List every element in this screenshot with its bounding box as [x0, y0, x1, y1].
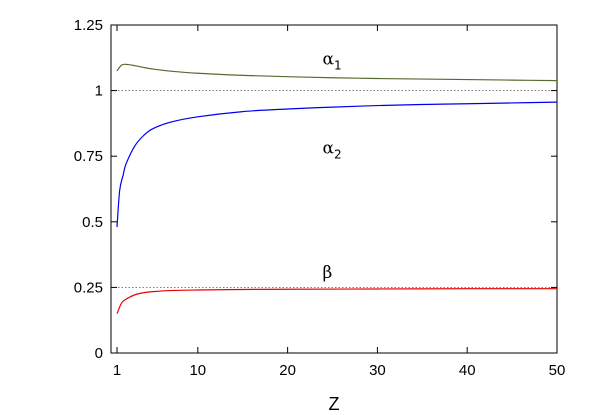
y-tick-label: 0.25	[74, 279, 103, 296]
y-tick-label: 0.75	[74, 148, 103, 165]
reference-lines	[111, 90, 557, 288]
x-tick-label: 10	[189, 362, 206, 379]
x-tick-label: 30	[369, 362, 386, 379]
series-line-1	[116, 63, 558, 82]
x-tick-label: 20	[279, 362, 296, 379]
x-tick-label: 50	[549, 362, 566, 379]
plot-area-frame	[110, 24, 558, 354]
series-label-2: α2	[323, 139, 342, 162]
y-tick-label: 0.5	[82, 214, 103, 231]
series-labels: α1 α2 β	[323, 49, 342, 283]
x-axis-title: Z	[329, 394, 340, 414]
x-axis: 1 10 20 30 40 50	[113, 25, 566, 379]
series-label-3: β	[323, 263, 333, 283]
x-tick-label: 1	[113, 362, 121, 379]
x-tick-label: 40	[459, 362, 476, 379]
y-tick-label: 1.25	[74, 17, 103, 34]
y-axis: 0 0.25 0.5 0.75 1 1.25	[74, 17, 557, 362]
y-tick-label: 1	[95, 83, 103, 100]
y-tick-label: 0	[95, 345, 103, 362]
series-line-2	[116, 101, 558, 228]
series-layer	[116, 63, 558, 314]
series-line-3	[116, 288, 558, 314]
series-label-1: α1	[323, 49, 342, 72]
